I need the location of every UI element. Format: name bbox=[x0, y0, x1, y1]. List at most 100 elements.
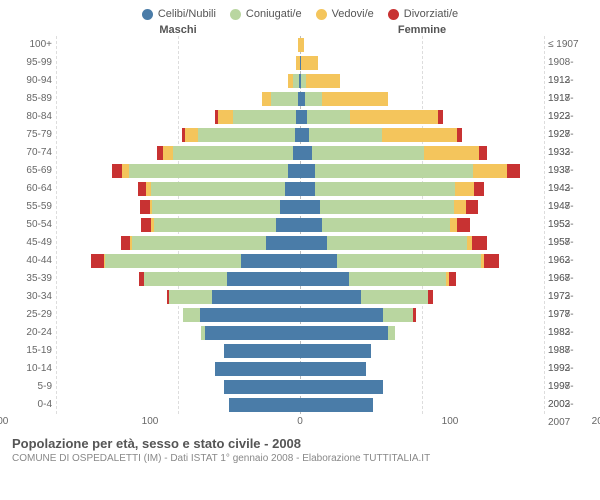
segment bbox=[413, 308, 415, 322]
legend-swatch bbox=[230, 9, 241, 20]
male-bar bbox=[56, 200, 300, 214]
segment bbox=[285, 182, 300, 196]
segment bbox=[173, 146, 293, 160]
female-bar bbox=[300, 110, 544, 124]
bar-row bbox=[56, 128, 544, 142]
age-label: 10-14 bbox=[4, 360, 56, 378]
segment bbox=[154, 218, 276, 232]
segment bbox=[300, 290, 361, 304]
bar-row bbox=[56, 344, 544, 358]
legend-item: Vedovi/e bbox=[316, 8, 374, 20]
birth-label: 1943-1947 bbox=[544, 180, 596, 198]
column-headers: Maschi Femmine bbox=[0, 24, 600, 36]
segment bbox=[327, 236, 467, 250]
segment bbox=[300, 254, 337, 268]
bar-row bbox=[56, 74, 544, 88]
legend-label: Celibi/Nubili bbox=[158, 8, 216, 20]
segment bbox=[300, 146, 312, 160]
bar-row bbox=[56, 290, 544, 304]
segment bbox=[301, 56, 318, 70]
segment bbox=[307, 110, 350, 124]
female-bar bbox=[300, 380, 544, 394]
male-bar bbox=[56, 128, 300, 142]
segment bbox=[300, 182, 315, 196]
segment bbox=[121, 236, 131, 250]
bar-row bbox=[56, 398, 544, 412]
age-label: 35-39 bbox=[4, 270, 56, 288]
segment bbox=[140, 200, 150, 214]
segment bbox=[306, 74, 340, 88]
legend-swatch bbox=[142, 9, 153, 20]
segment bbox=[112, 164, 122, 178]
segment bbox=[479, 146, 486, 160]
male-bar bbox=[56, 56, 300, 70]
age-label: 15-19 bbox=[4, 342, 56, 360]
male-bar bbox=[56, 290, 300, 304]
age-label: 65-69 bbox=[4, 162, 56, 180]
birth-label: 1933-1937 bbox=[544, 144, 596, 162]
male-bar bbox=[56, 326, 300, 340]
birth-label: 1978-1982 bbox=[544, 306, 596, 324]
segment bbox=[350, 110, 438, 124]
segment bbox=[455, 182, 475, 196]
segment bbox=[185, 128, 197, 142]
birth-label: 1998-2002 bbox=[544, 378, 596, 396]
segment bbox=[300, 308, 383, 322]
segment bbox=[233, 110, 296, 124]
birth-label: 1913-1917 bbox=[544, 72, 596, 90]
segment bbox=[361, 290, 428, 304]
segment bbox=[129, 164, 288, 178]
segment bbox=[305, 92, 322, 106]
segment bbox=[227, 272, 300, 286]
segment bbox=[300, 128, 309, 142]
birth-label: 1958-1962 bbox=[544, 234, 596, 252]
segment bbox=[382, 128, 458, 142]
birth-label: 1953-1957 bbox=[544, 216, 596, 234]
segment bbox=[300, 362, 366, 376]
male-bar bbox=[56, 344, 300, 358]
male-bar bbox=[56, 74, 300, 88]
birth-label: 1923-1927 bbox=[544, 108, 596, 126]
legend-item: Divorziati/e bbox=[388, 8, 458, 20]
segment bbox=[300, 236, 327, 250]
segment bbox=[337, 254, 481, 268]
bar-row bbox=[56, 146, 544, 160]
yaxis-right-labels: ≤ 19071908-19121913-19171918-19221923-19… bbox=[544, 36, 596, 414]
bar-row bbox=[56, 218, 544, 232]
female-bar bbox=[300, 92, 544, 106]
bar-row bbox=[56, 110, 544, 124]
segment bbox=[300, 272, 349, 286]
segment bbox=[300, 38, 304, 52]
segment bbox=[241, 254, 300, 268]
xtick-label: 100 bbox=[142, 416, 159, 427]
female-bar bbox=[300, 182, 544, 196]
bar-row bbox=[56, 200, 544, 214]
age-label: 50-54 bbox=[4, 216, 56, 234]
legend-swatch bbox=[316, 9, 327, 20]
female-bar bbox=[300, 38, 544, 52]
age-label: 100+ bbox=[4, 36, 56, 54]
xtick-label: 200 bbox=[592, 416, 600, 427]
segment bbox=[151, 182, 285, 196]
male-bar bbox=[56, 110, 300, 124]
header-male: Maschi bbox=[56, 24, 300, 36]
plot-area bbox=[56, 36, 544, 414]
female-bar bbox=[300, 254, 544, 268]
segment bbox=[457, 218, 469, 232]
segment bbox=[132, 236, 266, 250]
segment bbox=[138, 182, 147, 196]
segment bbox=[200, 308, 300, 322]
female-bar bbox=[300, 146, 544, 160]
segment bbox=[457, 128, 462, 142]
segment bbox=[312, 146, 424, 160]
segment bbox=[266, 236, 300, 250]
chart: Fasce di età 100+95-9990-9485-8980-8475-… bbox=[0, 36, 600, 414]
segment bbox=[152, 200, 280, 214]
female-bar bbox=[300, 164, 544, 178]
age-label: 85-89 bbox=[4, 90, 56, 108]
segment bbox=[224, 344, 300, 358]
bar-row bbox=[56, 56, 544, 70]
segment bbox=[472, 236, 487, 250]
segment bbox=[262, 92, 271, 106]
segment bbox=[438, 110, 443, 124]
